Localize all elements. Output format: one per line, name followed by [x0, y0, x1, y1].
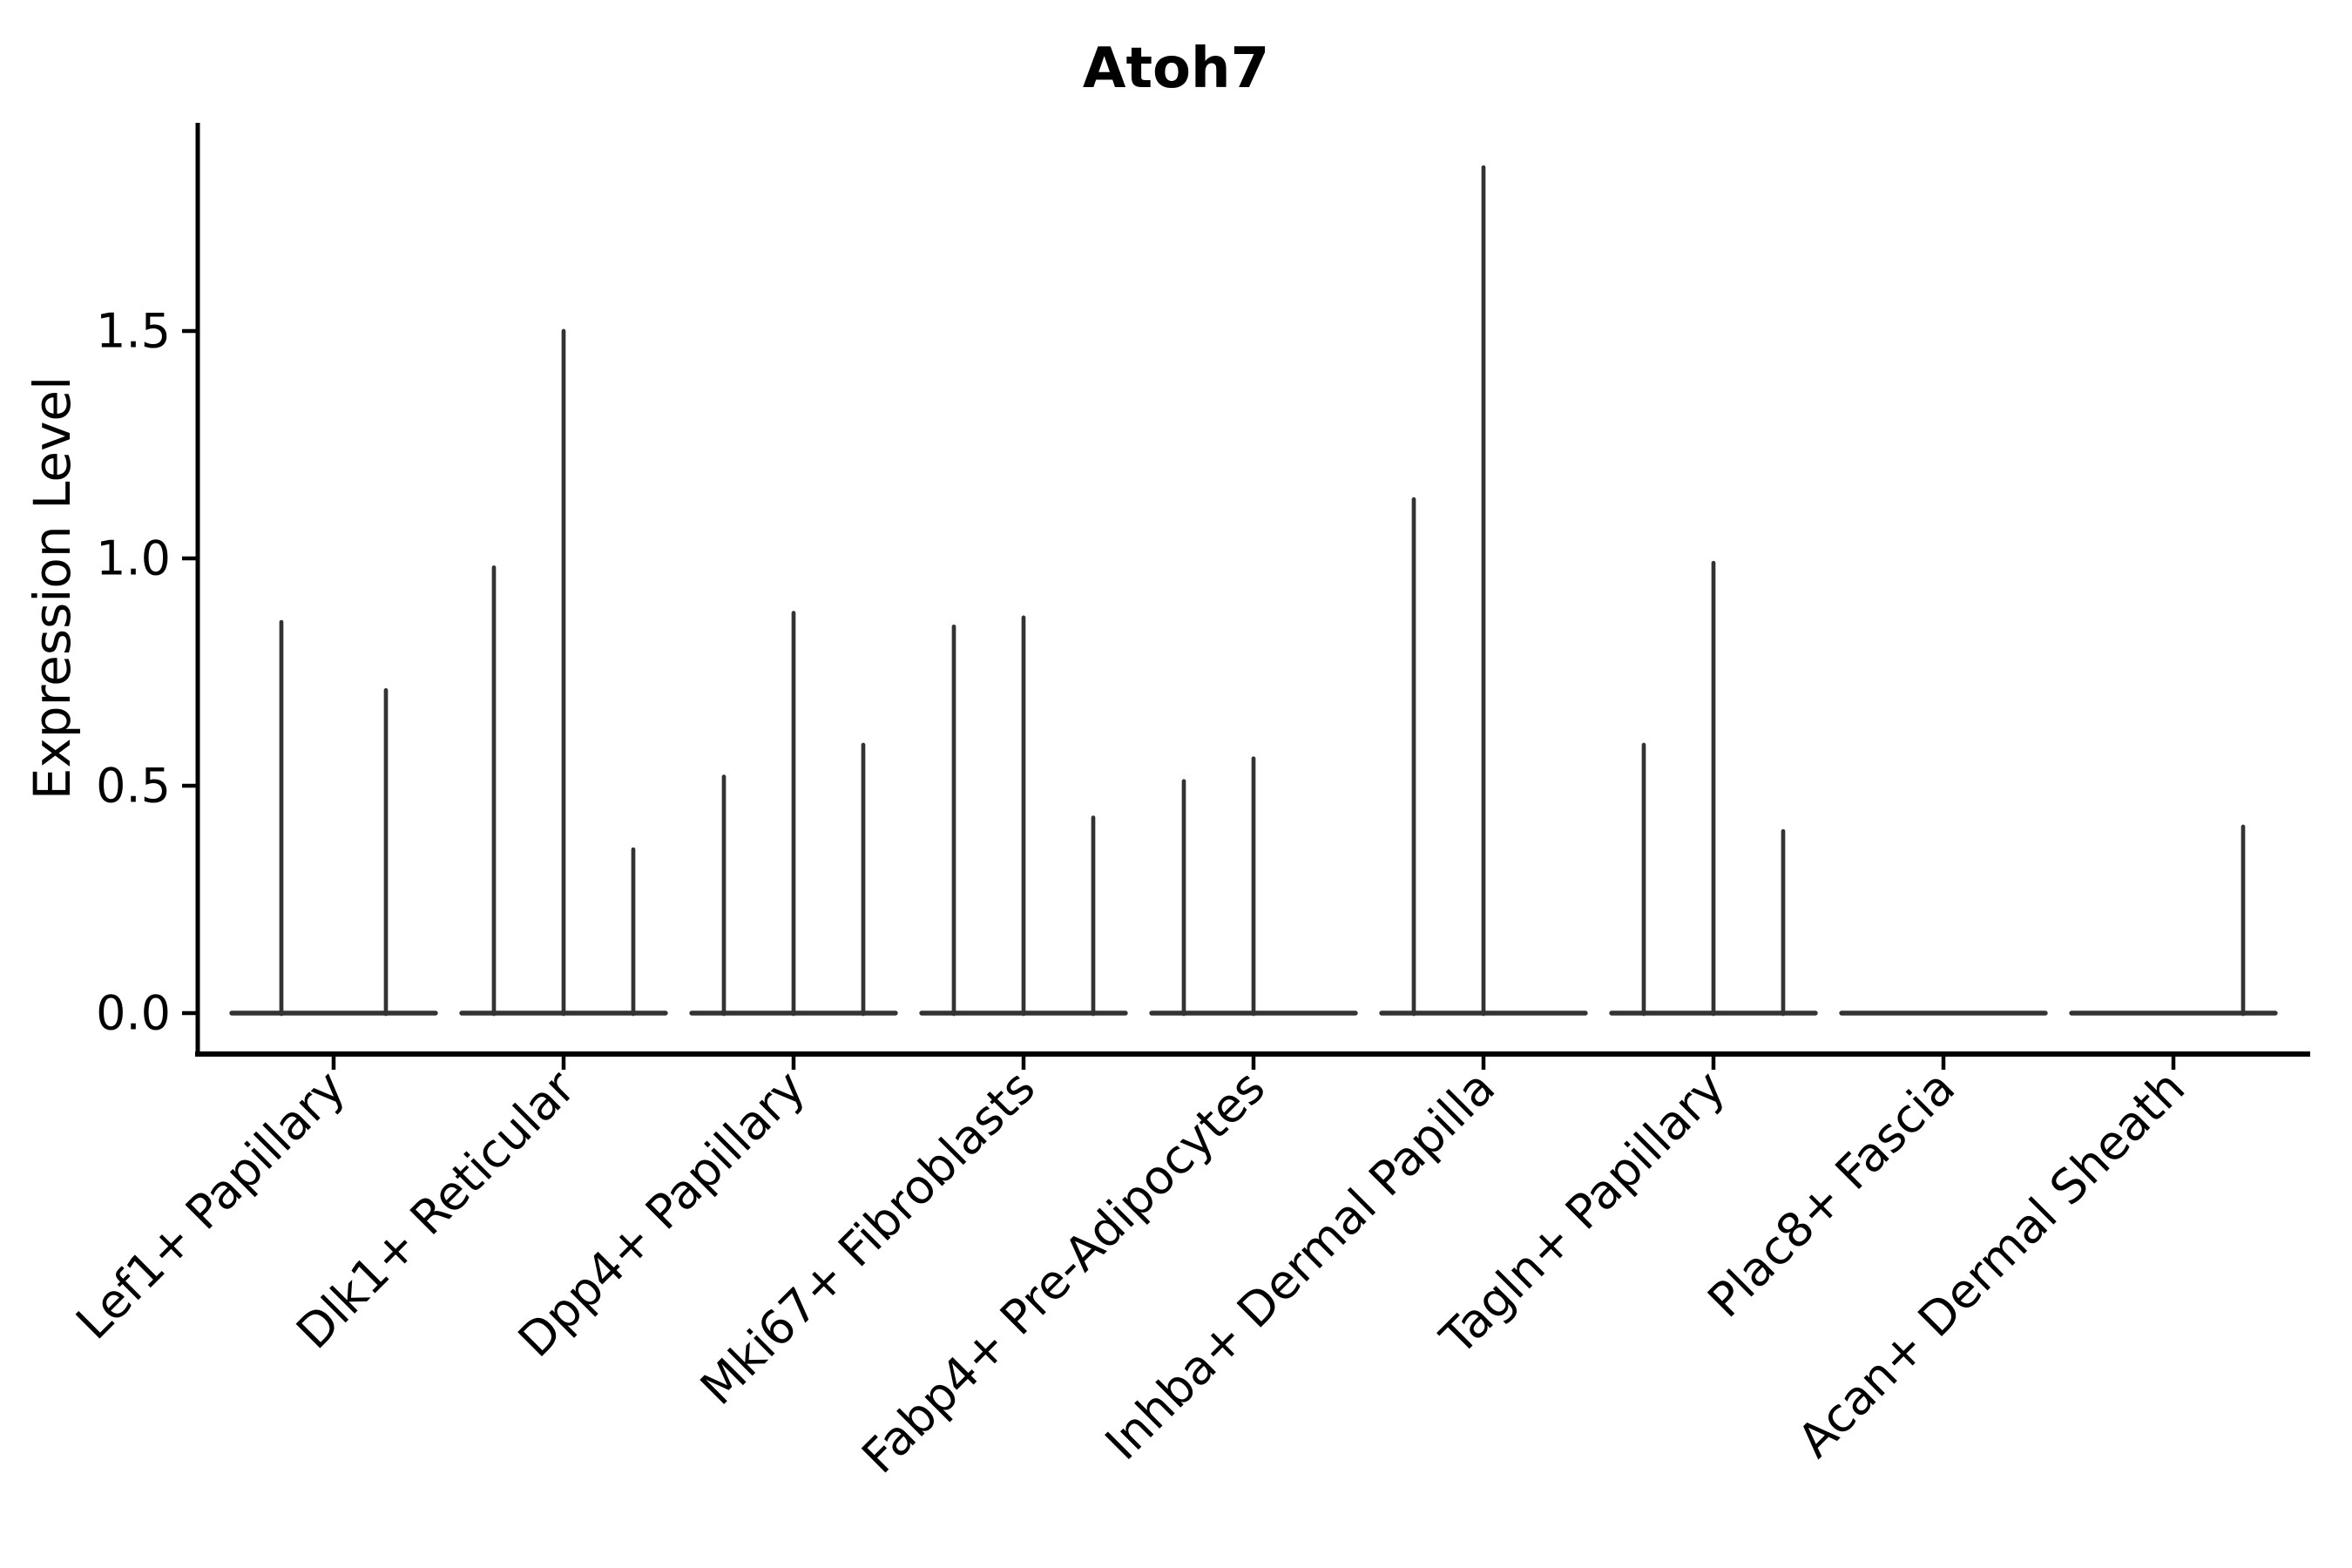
violin-group: [919, 615, 1128, 1017]
x-category-label: Acan+ Dermal Sheath: [1788, 1060, 2195, 1468]
y-axis-label: Expression Level: [23, 376, 82, 800]
x-category-label: Fabp4+ Pre-Adipocytes: [851, 1060, 1275, 1484]
y-tick-label: 0.0: [96, 986, 171, 1041]
x-category-label: Plac8+ Fascia: [1697, 1060, 1965, 1328]
y-axis-ticks: 0.0 0.5 1.0 1.5: [96, 304, 198, 1041]
plot-title: Atoh7: [1083, 37, 1269, 101]
violin-group: [1379, 165, 1588, 1017]
y-tick-label: 1.0: [96, 531, 171, 586]
y-tick-label: 0.5: [96, 759, 171, 814]
y-tick-label: 1.5: [96, 304, 171, 359]
violin-group: [1609, 560, 1818, 1017]
x-category-label: Inhba+ Dermal Papilla: [1095, 1060, 1505, 1470]
violin-group: [689, 611, 898, 1017]
violin-group: [2069, 824, 2278, 1017]
violin-series: [229, 165, 2278, 1017]
violin-group: [459, 328, 668, 1017]
violin-group: [229, 619, 438, 1017]
violin-group: [1149, 756, 1358, 1017]
